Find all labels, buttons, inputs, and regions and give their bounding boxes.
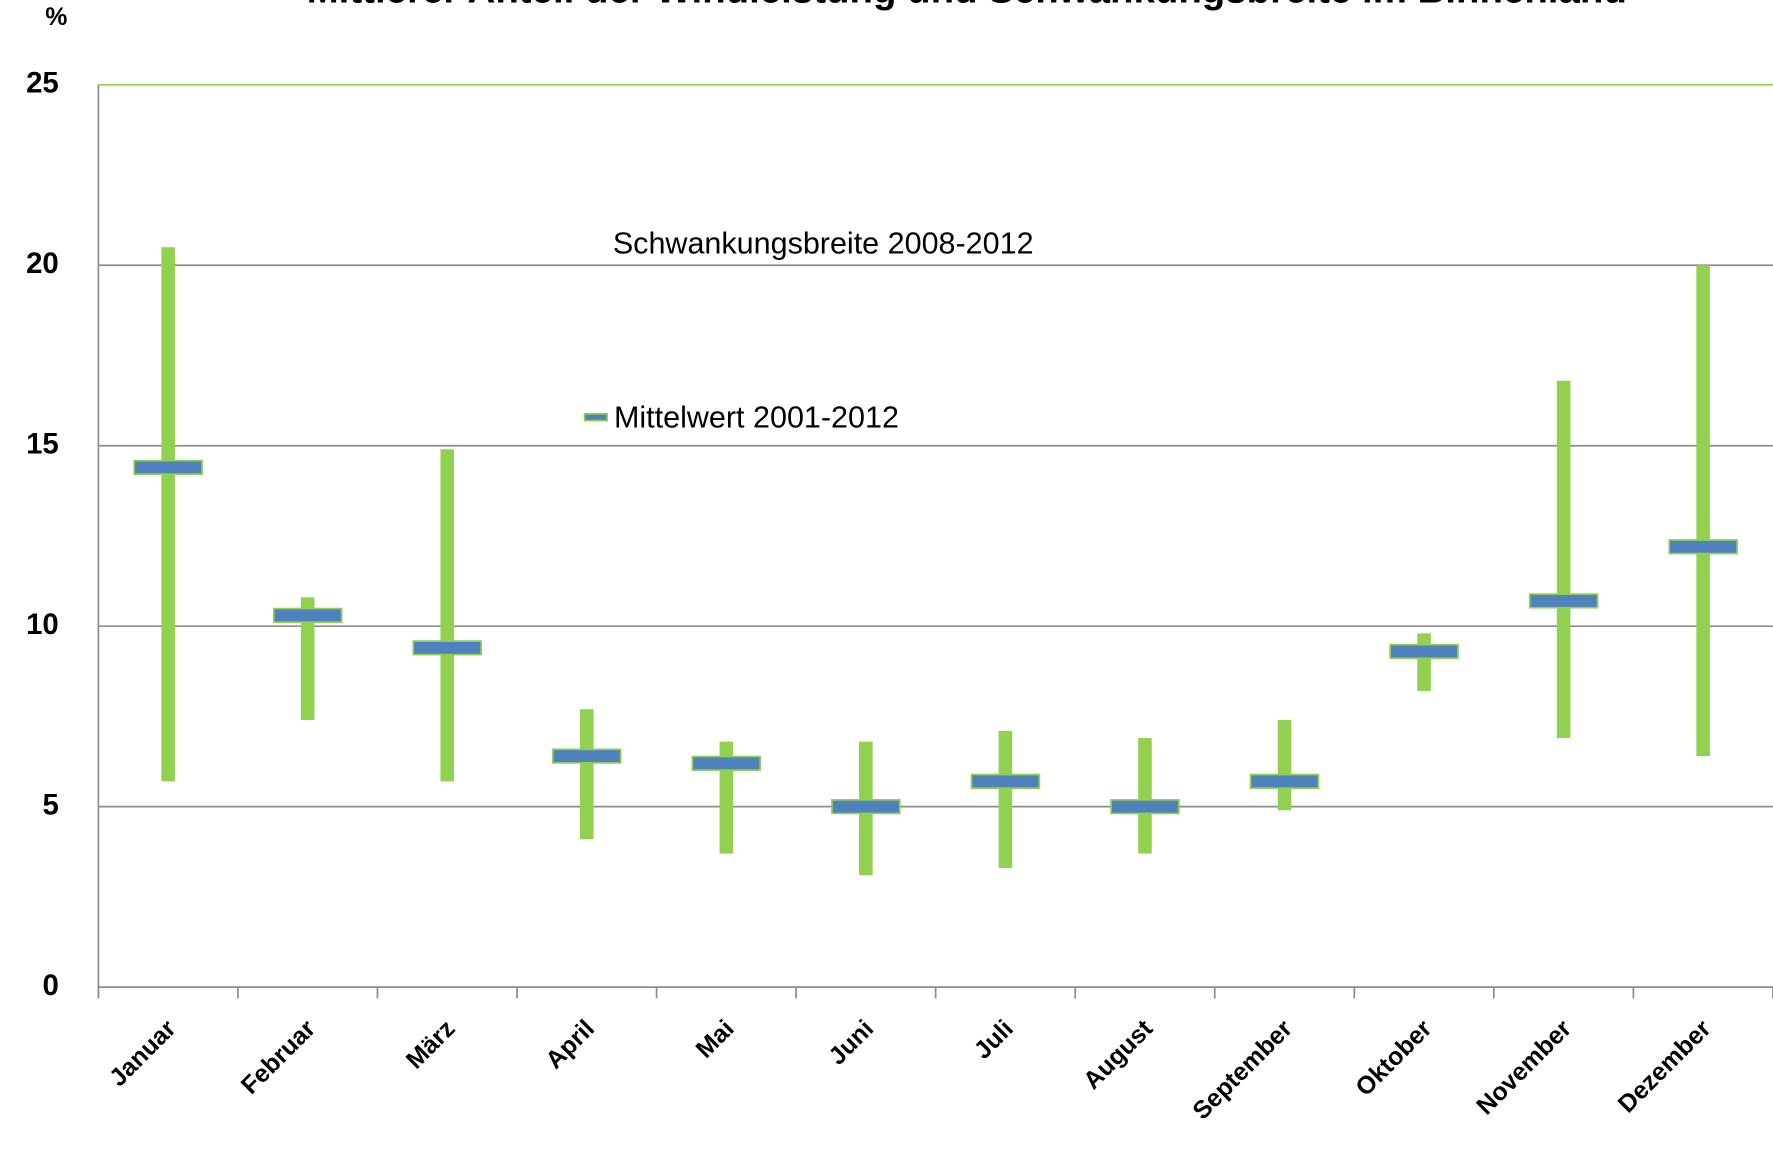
- range-bar: [580, 709, 594, 840]
- x-tick-label: Juni: [823, 1015, 879, 1071]
- range-bar: [998, 730, 1013, 868]
- x-tick-label: September: [1187, 1014, 1298, 1125]
- legend-marker: [583, 412, 609, 422]
- mean-marker: [691, 755, 762, 771]
- x-tick-label: Oktober: [1350, 1014, 1437, 1101]
- x-tick-label: Juli: [969, 1015, 1019, 1065]
- legend-label: Mittelwert 2001-2012: [614, 400, 899, 434]
- mean-marker: [412, 640, 483, 656]
- mean-marker: [1668, 539, 1738, 555]
- x-tick-label: April: [540, 1015, 600, 1075]
- y-tick-label: 5: [42, 788, 58, 821]
- mean-marker: [552, 748, 622, 764]
- range-bar: [1417, 633, 1431, 692]
- range-bar: [1556, 380, 1571, 739]
- plot: Mittlerer Anteil der Windleistung und Sc…: [26, 0, 1773, 1125]
- mean-marker: [1249, 773, 1320, 790]
- range-bar: [1277, 720, 1292, 811]
- y-tick-label: 10: [26, 608, 59, 641]
- chart-title: Mittlerer Anteil der Windleistung und Sc…: [307, 0, 1627, 11]
- x-tick-label: Januar: [104, 1014, 182, 1092]
- x-tick-label: Mai: [691, 1015, 740, 1064]
- y-tick-label: 0: [42, 969, 58, 1002]
- range-bar: [1138, 738, 1152, 854]
- y-tick-label: 25: [26, 67, 59, 100]
- range-bar: [161, 247, 175, 782]
- x-tick-label: Dezember: [1613, 1014, 1717, 1118]
- mean-marker: [1528, 593, 1599, 609]
- x-tick-label: August: [1078, 1015, 1158, 1095]
- y-tick-label: 15: [26, 427, 59, 460]
- mean-marker: [272, 607, 343, 623]
- legend-label: Schwankungsbreite 2008-2012: [613, 226, 1034, 260]
- range-bar: [440, 449, 455, 782]
- mean-marker: [1110, 799, 1180, 815]
- mean-marker: [133, 459, 203, 476]
- y-tick-label: 20: [26, 247, 59, 280]
- x-tick-label: Februar: [236, 1014, 321, 1099]
- y-axis-label: %: [45, 3, 67, 31]
- x-tick-label: März: [401, 1015, 461, 1075]
- x-tick-label: November: [1471, 1014, 1577, 1120]
- mean-marker: [970, 773, 1041, 790]
- range-bar: [300, 597, 315, 721]
- range-bar: [1696, 265, 1710, 757]
- mean-marker: [831, 799, 901, 815]
- mean-marker: [1389, 643, 1459, 660]
